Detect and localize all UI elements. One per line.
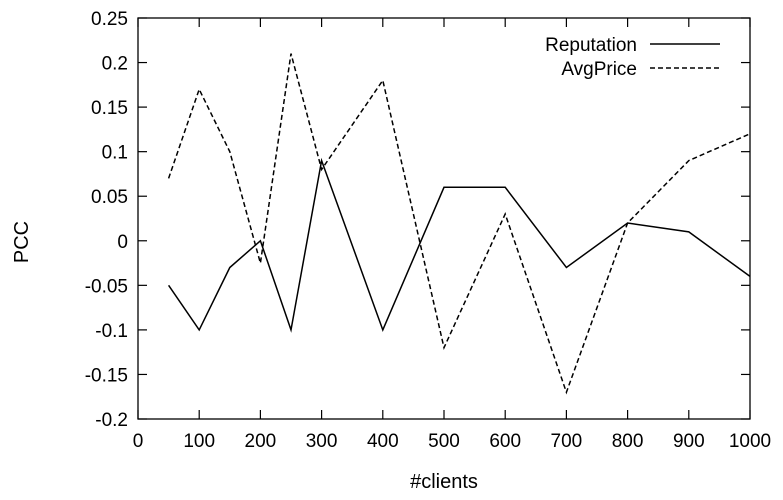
legend-label: AvgPrice bbox=[561, 59, 637, 80]
y-axis-ticks: -0.2 -0.15 -0.1 -0.05 0 0.05 0.1 0.15 0.2 0.25 bbox=[85, 9, 750, 431]
x-tick-label: 600 bbox=[489, 431, 521, 452]
x-tick-label: 900 bbox=[673, 431, 705, 452]
plot-frame bbox=[137, 17, 751, 420]
x-tick-label: 200 bbox=[245, 431, 277, 452]
x-axis-label: #clients bbox=[410, 471, 478, 493]
y-tick-label: 0.25 bbox=[91, 9, 128, 30]
x-tick-label: 800 bbox=[612, 431, 644, 452]
y-axis-label: PCC bbox=[11, 221, 33, 263]
x-tick-label: 300 bbox=[306, 431, 338, 452]
x-axis-ticks: 0 100 200 300 400 500 600 700 800 900 1000 bbox=[133, 18, 771, 452]
y-tick-label: -0.15 bbox=[85, 365, 128, 386]
series-line-avgprice bbox=[167, 53, 751, 395]
legend: Reputation AvgPrice bbox=[545, 35, 720, 80]
x-tick-label: 1000 bbox=[729, 431, 771, 452]
y-tick-label: 0.15 bbox=[91, 98, 128, 119]
x-tick-label: 500 bbox=[428, 431, 460, 452]
y-tick-label: 0.1 bbox=[102, 143, 128, 164]
legend-label: Reputation bbox=[545, 35, 637, 56]
y-tick-label: 0.2 bbox=[102, 54, 128, 75]
y-tick-label: -0.1 bbox=[95, 321, 128, 342]
x-tick-label: 400 bbox=[367, 431, 399, 452]
x-tick-label: 700 bbox=[551, 431, 583, 452]
x-tick-label: 100 bbox=[183, 431, 215, 452]
series-layer bbox=[167, 53, 751, 395]
y-tick-label: -0.05 bbox=[85, 276, 128, 297]
x-tick-label: 0 bbox=[133, 431, 144, 452]
y-tick-label: -0.2 bbox=[95, 410, 128, 431]
y-tick-label: 0.05 bbox=[91, 187, 128, 208]
y-tick-label: 0 bbox=[117, 232, 128, 253]
